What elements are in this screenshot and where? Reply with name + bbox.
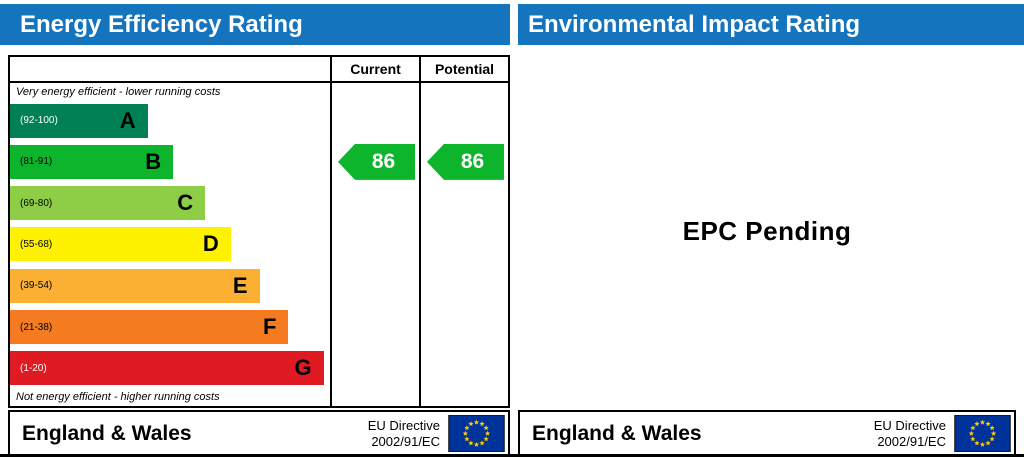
potential-rating-value: 86 — [460, 149, 485, 173]
top-note: Very energy efficient - lower running co… — [16, 86, 221, 98]
band-letter: C — [177, 190, 194, 216]
band-letter: A — [119, 107, 136, 133]
band-row-C: (69-80) C — [10, 183, 330, 224]
band-row-E: (39-54) E — [10, 265, 330, 306]
band-range-label: (55-68) — [20, 238, 53, 250]
potential-rating-arrow: 86 — [427, 143, 504, 180]
current-column-header: Current — [330, 57, 419, 83]
eu-directive-line2: 2002/91/EC — [371, 433, 440, 449]
band-bar-C: (69-80) C — [10, 186, 206, 221]
energy-efficiency-footer: England & Wales EU Directive 2002/91/EC — [8, 410, 510, 457]
band-list: (92-100) A (81-91) B (69-80) C (55-68) D (39-54)… — [10, 99, 330, 390]
band-letter: E — [232, 272, 248, 298]
eu-flag-icon — [448, 415, 505, 452]
band-row-A: (92-100) A — [10, 100, 330, 141]
environmental-impact-panel: EPC Pending — [518, 55, 1016, 408]
eu-directive-label: EU Directive 2002/91/EC — [368, 418, 448, 449]
band-bar-G: (1-20) G — [10, 351, 324, 386]
band-range-label: (69-80) — [20, 197, 53, 209]
band-bar-E: (39-54) E — [10, 268, 260, 303]
epc-pending-message: EPC Pending — [682, 216, 852, 246]
environmental-impact-footer: England & Wales EU Directive 2002/91/EC — [518, 410, 1016, 457]
potential-column-header: Potential — [419, 57, 508, 83]
eu-directive-label: EU Directive 2002/91/EC — [874, 418, 954, 449]
band-row-G: (1-20) G — [10, 348, 330, 389]
current-rating-value: 86 — [371, 149, 396, 173]
band-range-label: (21-38) — [20, 321, 53, 333]
bottom-rule — [0, 454, 1024, 457]
band-range-label: (81-91) — [20, 156, 53, 168]
current-rating-column: 86 — [330, 83, 419, 406]
band-letter: G — [294, 355, 312, 381]
band-letter: F — [262, 314, 277, 340]
band-range-label: (39-54) — [20, 280, 53, 292]
band-bar-D: (55-68) D — [10, 227, 231, 262]
band-row-B: (81-91) B — [10, 141, 330, 182]
band-range-label: (1-20) — [20, 362, 47, 374]
energy-efficiency-title: Energy Efficiency Rating — [20, 10, 303, 38]
eu-directive-line1: EU Directive — [367, 417, 440, 433]
band-bar-A: (92-100) A — [10, 103, 148, 138]
band-row-D: (55-68) D — [10, 224, 330, 265]
band-letter: D — [202, 231, 219, 257]
band-row-F: (21-38) F — [10, 306, 330, 347]
eu-flag-icon — [954, 415, 1011, 452]
energy-efficiency-title-bar: Energy Efficiency Rating — [0, 4, 510, 45]
current-rating-arrow: 86 — [338, 143, 415, 180]
environmental-impact-title-bar: Environmental Impact Rating — [518, 4, 1024, 45]
region-label: England & Wales — [532, 421, 702, 445]
energy-efficiency-chart: Current Potential Very energy efficient … — [8, 55, 510, 408]
environmental-impact-title: Environmental Impact Rating — [528, 10, 861, 38]
band-range-label: (92-100) — [20, 115, 58, 127]
region-label: England & Wales — [22, 421, 192, 445]
band-letter: B — [145, 148, 162, 174]
chart-corner-cell — [10, 57, 330, 83]
eu-directive-line1: EU Directive — [873, 417, 946, 433]
rating-bands-column: Very energy efficient - lower running co… — [10, 83, 330, 406]
potential-rating-column: 86 — [419, 83, 508, 406]
bottom-note: Not energy efficient - higher running co… — [16, 391, 220, 403]
band-bar-F: (21-38) F — [10, 310, 289, 345]
band-bar-B: (81-91) B — [10, 144, 174, 179]
eu-directive-line2: 2002/91/EC — [877, 433, 946, 449]
